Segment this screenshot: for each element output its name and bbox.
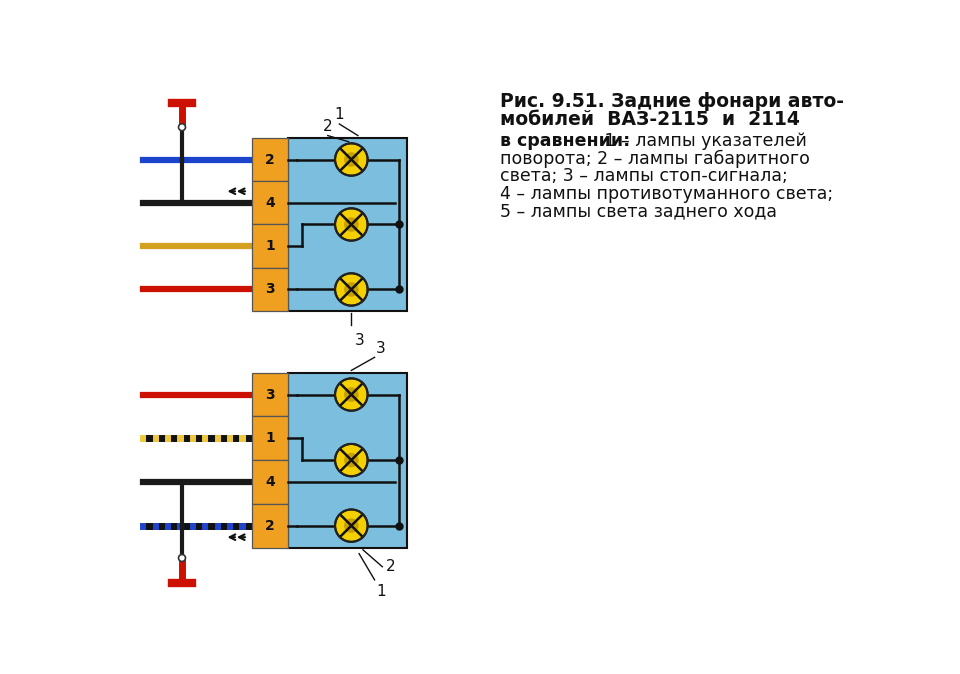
Text: 2: 2: [265, 519, 275, 532]
Circle shape: [344, 518, 359, 533]
Bar: [252, 224, 288, 268]
Bar: [252, 268, 288, 311]
Text: 1: 1: [265, 431, 275, 446]
Bar: [288, 373, 407, 547]
Bar: [252, 460, 288, 503]
Text: 4 – лампы противотуманного света;: 4 – лампы противотуманного света;: [500, 185, 833, 203]
Text: 3: 3: [355, 333, 365, 348]
Circle shape: [335, 444, 368, 477]
Text: 1: 1: [376, 584, 386, 599]
Circle shape: [179, 124, 185, 131]
Circle shape: [344, 282, 359, 297]
Text: 1 – лампы указателей: 1 – лампы указателей: [599, 131, 806, 150]
Text: 1: 1: [265, 239, 275, 253]
Text: света; 3 – лампы стоп-сигнала;: света; 3 – лампы стоп-сигнала;: [500, 167, 787, 185]
Text: 1: 1: [334, 107, 344, 123]
Text: 2: 2: [323, 119, 332, 134]
Circle shape: [335, 378, 368, 410]
Bar: [252, 181, 288, 224]
Circle shape: [344, 388, 359, 402]
Circle shape: [344, 453, 359, 467]
Text: 2: 2: [265, 152, 275, 166]
Bar: [288, 138, 407, 311]
Bar: [252, 138, 288, 181]
Text: 3: 3: [376, 341, 386, 356]
Circle shape: [335, 510, 368, 542]
Text: 4: 4: [265, 475, 275, 489]
Text: 5 – лампы света заднего хода: 5 – лампы света заднего хода: [500, 203, 777, 220]
Bar: [252, 417, 288, 460]
Text: мобилей  ВАЗ-2115  и  2114: мобилей ВАЗ-2115 и 2114: [500, 110, 800, 129]
Text: поворота; 2 – лампы габаритного: поворота; 2 – лампы габаритного: [500, 150, 809, 168]
Text: 4: 4: [265, 196, 275, 210]
Circle shape: [179, 555, 185, 561]
Text: 3: 3: [265, 388, 275, 402]
Bar: [252, 373, 288, 417]
Text: Рис. 9.51. Задние фонари авто-: Рис. 9.51. Задние фонари авто-: [500, 92, 844, 111]
Circle shape: [335, 144, 368, 176]
Bar: [252, 503, 288, 547]
Circle shape: [344, 217, 359, 232]
Circle shape: [335, 273, 368, 305]
Circle shape: [335, 208, 368, 241]
Circle shape: [344, 152, 359, 166]
Text: 3: 3: [265, 282, 275, 297]
Text: 2: 2: [386, 559, 396, 574]
Text: в сравнении:: в сравнении:: [500, 131, 630, 150]
